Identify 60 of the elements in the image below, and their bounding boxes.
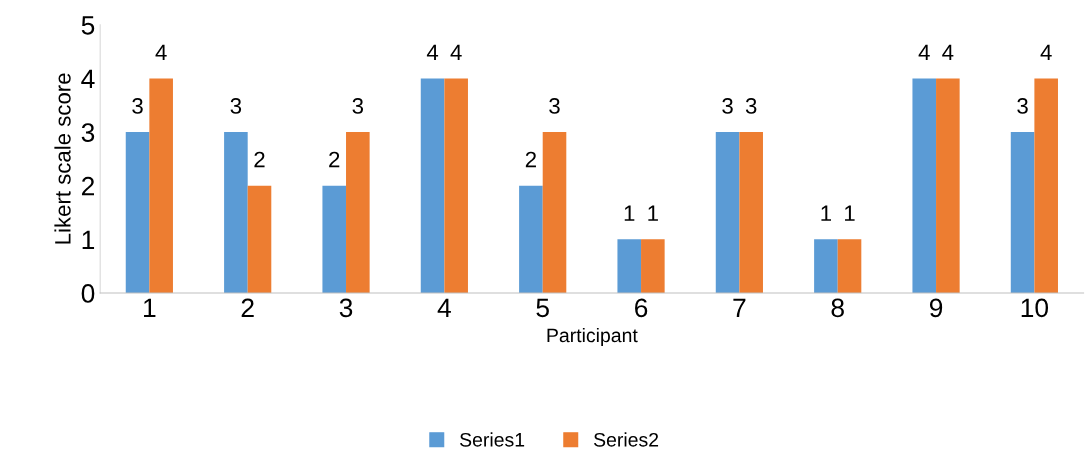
bar (641, 239, 665, 293)
data-label: 3 (230, 98, 242, 114)
bar (814, 239, 838, 293)
y-tick-label: 4 (81, 69, 95, 88)
bar (125, 132, 150, 293)
bar (542, 132, 567, 293)
data-label: 4 (1040, 44, 1052, 60)
bar (837, 239, 862, 293)
data-label: 4 (155, 44, 167, 60)
x-tick-label: 7 (733, 298, 746, 317)
data-label: 1 (821, 205, 832, 221)
x-tick-label: 9 (929, 298, 943, 318)
bar (739, 132, 763, 293)
data-label: 4 (918, 44, 930, 60)
data-label: 3 (132, 98, 143, 114)
x-axis-title: Participant (547, 327, 638, 347)
data-label: 4 (426, 44, 439, 60)
x-tick-label: 3 (339, 298, 353, 318)
y-tick-label: 5 (81, 16, 95, 35)
x-tick-label: 4 (437, 298, 451, 317)
data-label: 3 (549, 98, 560, 114)
bar (420, 78, 445, 293)
bar (1010, 132, 1035, 293)
legend-label: Series2 (594, 432, 659, 447)
y-tick-label: 1 (82, 230, 95, 249)
data-label: 4 (942, 44, 954, 60)
y-axis-title: Likert scale score (54, 73, 71, 244)
bar (149, 78, 173, 293)
data-label: 2 (525, 151, 536, 168)
bar (519, 185, 543, 293)
data-label: 1 (624, 205, 635, 221)
data-label: 2 (329, 151, 340, 168)
bar (224, 132, 248, 293)
data-label: 4 (450, 44, 462, 60)
bar (346, 132, 370, 293)
x-tick-label: 10 (1021, 298, 1049, 318)
bar (912, 78, 937, 293)
y-tick-label: 0 (81, 284, 95, 303)
y-tick-label: 3 (81, 123, 95, 142)
data-label: 2 (254, 151, 265, 168)
data-label: 3 (745, 98, 757, 114)
bar (617, 239, 642, 293)
data-label: 1 (648, 205, 658, 221)
bar (1034, 78, 1058, 293)
bar (444, 78, 468, 293)
data-label: 1 (845, 205, 855, 221)
x-tick-label: 1 (144, 298, 156, 317)
x-tick-label: 5 (536, 298, 549, 318)
legend-label: Series1 (460, 432, 525, 447)
data-label: 3 (1017, 98, 1028, 114)
x-tick-label: 6 (635, 298, 648, 318)
y-tick-label: 2 (81, 176, 94, 196)
x-tick-label: 2 (241, 298, 254, 317)
data-label: 3 (352, 98, 364, 114)
bar (715, 132, 740, 293)
bar (936, 78, 960, 293)
bar (247, 185, 272, 293)
bar (322, 185, 347, 293)
data-label: 3 (722, 98, 733, 114)
x-tick-label: 8 (831, 298, 844, 318)
